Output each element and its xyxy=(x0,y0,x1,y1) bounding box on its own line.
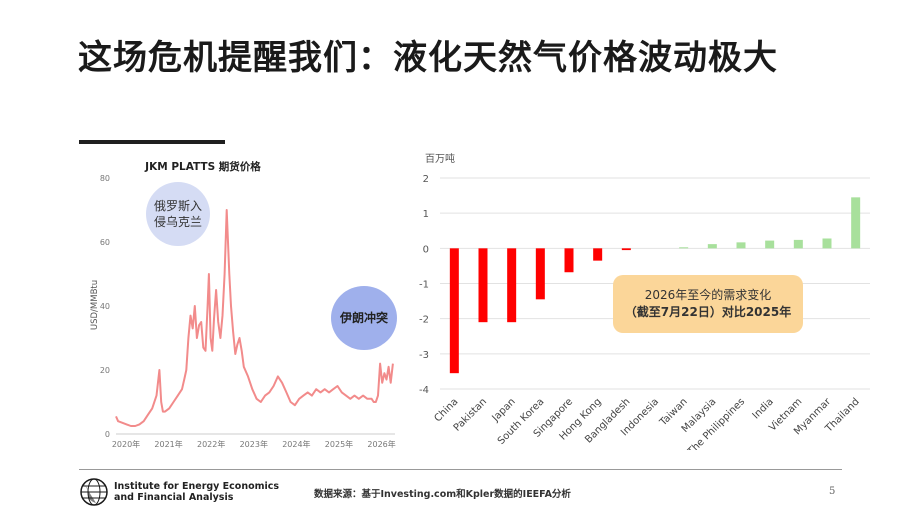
left-y-tick-label: 80 xyxy=(100,174,110,183)
bar-malaysia xyxy=(707,244,717,249)
left-x-tick-label: 2020年 xyxy=(112,439,140,449)
bar-hong-kong xyxy=(593,248,603,261)
slide-title: 这场危机提醒我们：液化天然气价格波动极大 xyxy=(78,38,778,78)
globe-icon xyxy=(80,478,108,506)
bar-south-korea xyxy=(535,248,545,300)
right-y-tick-label: -2 xyxy=(419,315,429,326)
org-name-line-1: Institute for Energy Economics xyxy=(114,481,280,492)
demand-change-callout: 2026年至今的需求变化 （截至7月22日）对比2025年 xyxy=(613,275,803,333)
footer-divider xyxy=(79,469,842,470)
left-x-tick-label: 2025年 xyxy=(325,439,353,449)
left-x-tick-label: 2021年 xyxy=(154,439,182,449)
category-label: India xyxy=(751,396,776,421)
left-y-tick-label: 60 xyxy=(100,238,110,247)
right-y-axis-label: 百万吨 xyxy=(425,152,455,165)
price-series-line xyxy=(115,209,394,427)
iran-conflict-bubble: 伊朗冲突 xyxy=(331,286,397,350)
org-name-line-2: and Financial Analysis xyxy=(114,492,234,503)
russia-invasion-bubble: 俄罗斯入侵乌克兰 xyxy=(146,182,210,246)
right-y-tick-label: 0 xyxy=(423,244,429,255)
ieefa-logo: Institute for Energy Economics and Finan… xyxy=(80,478,279,506)
right-y-tick-label: -3 xyxy=(419,350,429,361)
left-chart-title: JKM PLATTS 期货价格 xyxy=(144,160,261,173)
bar-singapore xyxy=(564,248,574,273)
right-y-tick-label: 2 xyxy=(423,174,429,185)
bar-the-philippines xyxy=(736,242,746,249)
left-x-tick-label: 2023年 xyxy=(240,439,268,449)
right-y-tick-label: 1 xyxy=(423,209,429,220)
bar-myanmar xyxy=(822,238,832,249)
callout-line-2: （截至7月22日）对比2025年 xyxy=(624,305,792,319)
bar-bangladesh xyxy=(621,248,631,251)
bar-pakistan xyxy=(478,248,488,323)
bar-taiwan xyxy=(679,247,689,249)
right-y-tick-label: -4 xyxy=(419,385,429,396)
callout-line-1: 2026年至今的需求变化 xyxy=(644,288,772,302)
jkm-price-chart: JKM PLATTS 期货价格 USD/MMBtu 0 20 40 60 80 2020… xyxy=(90,160,396,449)
left-x-tick-label: 2026年 xyxy=(367,439,395,449)
russia-invasion-label: 俄罗斯入侵乌克兰 xyxy=(153,199,202,229)
bar-thailand xyxy=(851,197,861,249)
right-y-tick-label: -1 xyxy=(419,280,429,291)
page-number: 5 xyxy=(829,486,836,497)
left-y-tick-label: 0 xyxy=(105,430,110,439)
left-y-axis-label: USD/MMBtu xyxy=(90,280,100,330)
bar-vietnam xyxy=(793,239,803,249)
title-underline xyxy=(79,140,225,144)
left-x-tick-label: 2022年 xyxy=(197,439,225,449)
bar-india xyxy=(765,240,775,249)
bar-china xyxy=(449,248,459,374)
iran-conflict-label: 伊朗冲突 xyxy=(339,311,388,325)
bar-japan xyxy=(507,248,517,323)
left-x-tick-label: 2024年 xyxy=(282,439,310,449)
data-source-note: 数据来源：基于Investing.com和Kpler数据的IEEFA分析 xyxy=(314,489,571,500)
left-y-tick-label: 20 xyxy=(100,366,110,375)
left-y-tick-label: 40 xyxy=(100,302,110,311)
